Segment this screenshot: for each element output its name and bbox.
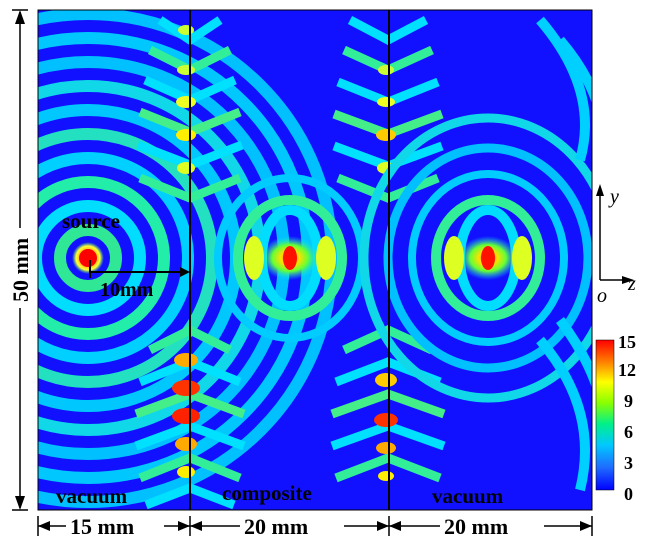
- axis-z-label: z: [627, 273, 636, 295]
- scale-label: 10mm: [100, 279, 154, 301]
- region-label-left: vacuum: [56, 484, 128, 508]
- colorbar-tick-12: 12: [618, 360, 636, 380]
- scale-arrow: [89, 260, 190, 278]
- colorbar-tick-15: 15: [618, 332, 636, 352]
- source-label: source: [62, 209, 120, 233]
- region-label-middle: composite: [222, 481, 312, 505]
- field-map: [38, 10, 592, 510]
- right-edge-waves: [536, 16, 592, 492]
- colorbar-tick-0: 0: [624, 484, 633, 504]
- axis-origin-label: o: [597, 285, 607, 307]
- width-label-middle: 20 mm: [244, 514, 308, 539]
- colorbar-tick-3: 3: [624, 453, 633, 473]
- right-vacuum-focus: [359, 113, 592, 403]
- composite-focus: [214, 174, 366, 342]
- width-label-left: 15 mm: [70, 514, 134, 539]
- colorbar-gradient: [595, 339, 615, 491]
- region-label-right: vacuum: [432, 484, 504, 508]
- colorbar-tick-9: 9: [624, 391, 633, 411]
- width-label-right: 20 mm: [444, 514, 508, 539]
- colorbar-tick-6: 6: [624, 422, 633, 442]
- plot-border: [37, 9, 593, 511]
- colorbar: [595, 339, 615, 491]
- axes-indicator: [596, 184, 634, 284]
- height-label: 50 mm: [8, 238, 33, 302]
- axis-y-label: y: [608, 186, 619, 208]
